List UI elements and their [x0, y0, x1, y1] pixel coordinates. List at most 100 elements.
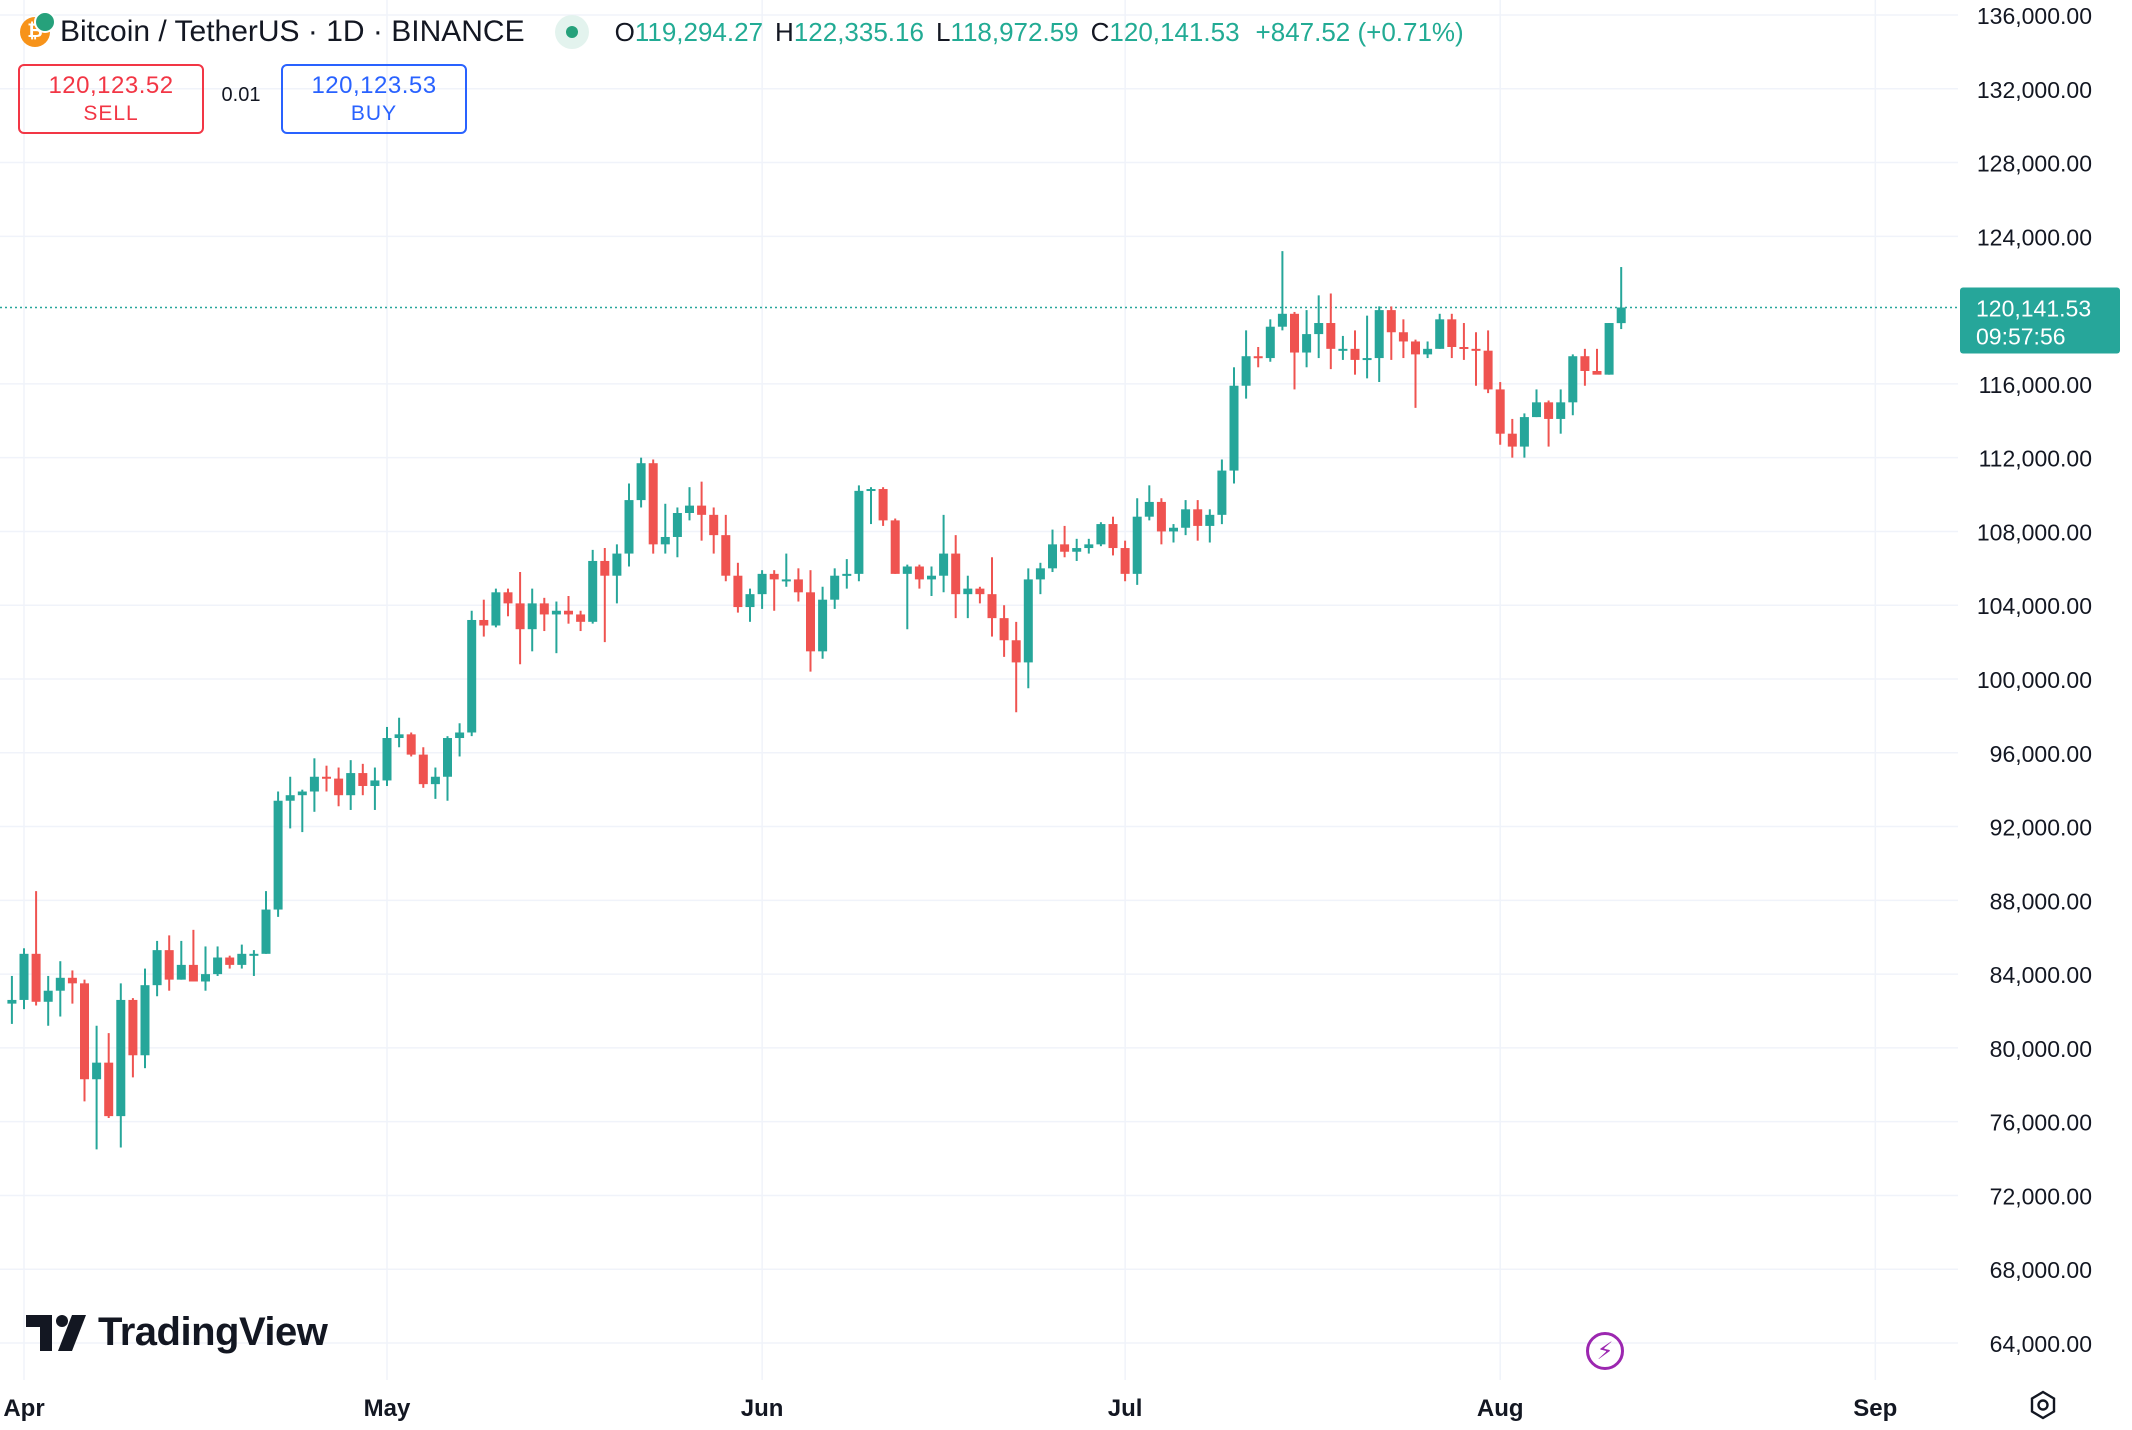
tether-badge-icon: [34, 11, 56, 33]
candle-body: [503, 592, 513, 604]
candle-body: [322, 776, 331, 779]
candle-body: [1326, 323, 1336, 349]
candle-body: [1374, 310, 1384, 359]
candle: [31, 891, 41, 1006]
candle-body: [551, 610, 561, 615]
candle: [7, 975, 17, 1024]
candle-body: [878, 489, 888, 521]
candle-body: [1048, 544, 1057, 569]
candle-body: [902, 566, 912, 574]
price-tick-label: 68,000.00: [1990, 1257, 2092, 1283]
candle-body: [116, 999, 126, 1117]
candle: [1459, 323, 1469, 360]
sell-button[interactable]: 120,123.52 SELL: [18, 64, 204, 134]
candle: [612, 544, 622, 604]
candle: [1580, 348, 1590, 386]
candle-body: [1532, 402, 1541, 418]
candle: [1398, 319, 1408, 359]
candle-body: [1519, 417, 1529, 447]
candle-body: [854, 490, 864, 574]
candle: [1241, 330, 1251, 399]
candle-body: [527, 603, 537, 630]
candle-body: [1011, 640, 1021, 663]
market-open-dot-icon: [565, 26, 578, 38]
candle-body: [757, 573, 767, 595]
candle: [1290, 311, 1299, 390]
close-value: 120,141.53: [1109, 16, 1240, 47]
high-value: 122,335.16: [793, 16, 924, 47]
candle: [80, 979, 89, 1102]
price-axis[interactable]: 136,000.00 132,000.00 128,000.00 124,000.00…: [1977, 3, 2092, 1357]
candle: [1096, 522, 1106, 547]
candle: [1181, 500, 1191, 536]
candle-body: [140, 985, 150, 1056]
candle-body: [382, 738, 392, 781]
candle-body: [914, 566, 924, 580]
candle: [297, 789, 307, 833]
candle-body: [1459, 347, 1469, 349]
candle-body: [1169, 527, 1178, 532]
candle-body: [237, 953, 247, 965]
candle-body: [685, 505, 694, 513]
candle: [769, 570, 779, 611]
candle-body: [285, 795, 295, 801]
candle: [866, 487, 876, 525]
candle: [1386, 306, 1396, 360]
candle-body: [660, 536, 670, 545]
candle: [1169, 524, 1178, 543]
order-quantity[interactable]: 0.01: [221, 84, 261, 106]
lightning-bolt-icon[interactable]: ⚡: [1586, 1332, 1624, 1370]
candle-body: [745, 594, 755, 608]
price-tick-label: 100,000.00: [1977, 667, 2092, 693]
candle-body: [152, 950, 162, 986]
candle: [322, 765, 331, 792]
candle: [443, 736, 452, 801]
candle-body: [830, 575, 840, 600]
candle-body: [672, 513, 682, 537]
candle: [249, 950, 259, 976]
candle-body: [1495, 389, 1505, 434]
price-tick-label: 96,000.00: [1990, 741, 2092, 767]
candle: [491, 588, 501, 628]
candle: [285, 776, 295, 829]
candle: [1507, 418, 1517, 458]
candle: [406, 732, 416, 757]
candle: [1362, 315, 1372, 379]
candle-body: [479, 619, 489, 626]
candle-body: [612, 553, 622, 576]
candle-body: [1302, 334, 1312, 353]
market-status[interactable]: [554, 15, 589, 49]
symbol-title[interactable]: Bitcoin / TetherUS · 1D · BINANCE: [60, 15, 525, 48]
candle: [430, 767, 440, 799]
candle-body: [188, 964, 198, 982]
candle-body: [297, 791, 307, 796]
candle: [225, 955, 235, 969]
gear-icon[interactable]: [2028, 1390, 2058, 1420]
candle-body: [1592, 370, 1602, 375]
time-axis[interactable]: Apr May Jun Jul Aug Sep: [3, 1395, 1897, 1422]
price-tick-label: 76,000.00: [1990, 1110, 2092, 1136]
candle-body: [455, 732, 465, 739]
candle-body: [418, 754, 428, 785]
candle: [890, 518, 900, 574]
logo-text: TradingView: [98, 1310, 328, 1354]
candle-body: [769, 573, 779, 580]
candle: [685, 487, 694, 521]
candle: [1435, 313, 1445, 349]
candle: [1023, 568, 1033, 689]
candle-body: [600, 560, 610, 576]
buy-button[interactable]: 120,123.53 BUY: [281, 64, 467, 134]
candle-body: [1108, 524, 1118, 549]
candle: [878, 487, 888, 526]
candle: [1011, 621, 1021, 713]
tradingview-logo[interactable]: TradingView: [26, 1310, 328, 1355]
candle: [648, 459, 658, 554]
candle-body: [1217, 470, 1227, 515]
low-label: L: [935, 16, 951, 47]
candle-body: [225, 957, 235, 965]
candle-body: [249, 953, 259, 956]
candle: [479, 599, 489, 637]
candle-body: [406, 734, 416, 755]
candle: [1108, 516, 1118, 556]
